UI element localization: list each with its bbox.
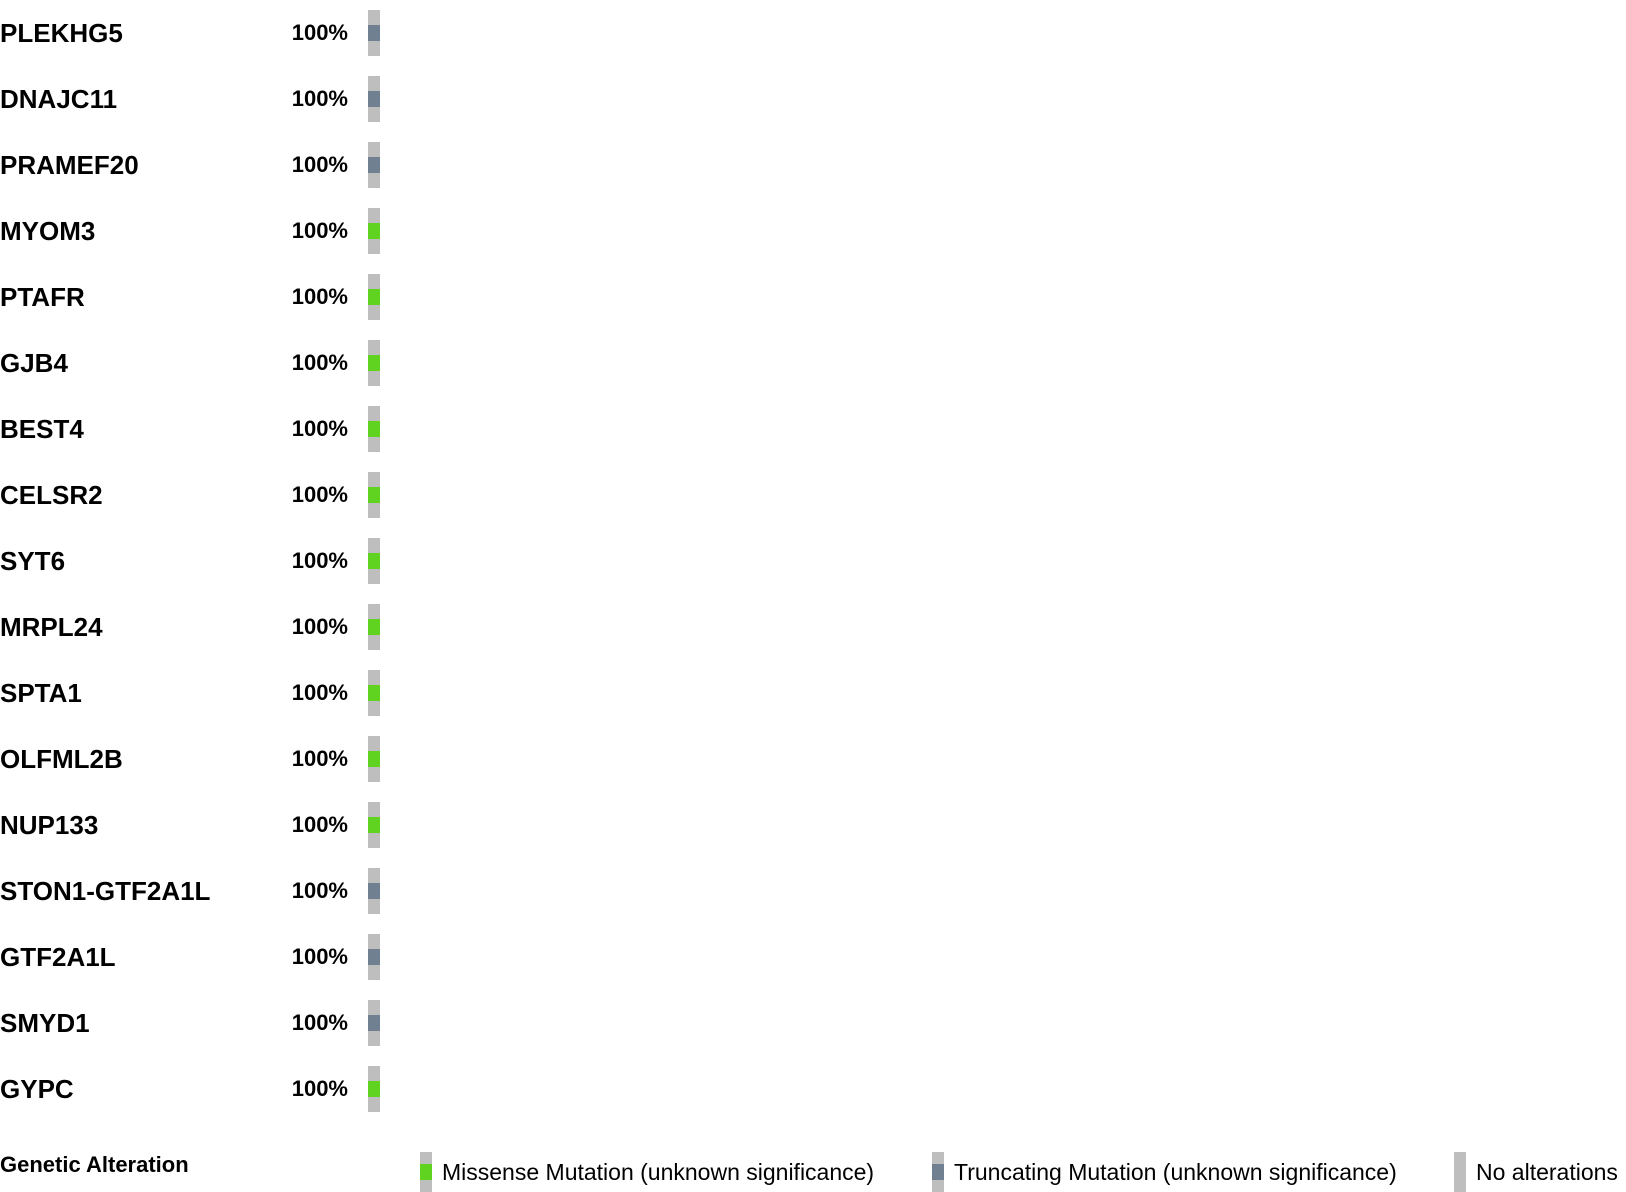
gene-label: BEST4 <box>0 414 84 444</box>
gene-label: MYOM3 <box>0 216 96 246</box>
legend-label: Truncating Mutation (unknown significanc… <box>954 1159 1397 1185</box>
sample-cell-mutation-missense[interactable] <box>368 817 380 833</box>
sample-cell-mutation-missense[interactable] <box>368 487 380 503</box>
gene-label: DNAJC11 <box>0 84 118 114</box>
sample-cell-mutation-missense[interactable] <box>368 223 380 239</box>
legend-label: Missense Mutation (unknown significance) <box>442 1159 875 1185</box>
sample-cell-mutation-truncating[interactable] <box>368 157 380 173</box>
gene-label: PTAFR <box>0 282 85 312</box>
gene-label: SYT6 <box>0 546 66 576</box>
sample-cell-mutation-missense[interactable] <box>368 289 380 305</box>
gene-label: OLFML2B <box>0 744 123 774</box>
gene-label: CELSR2 <box>0 480 103 510</box>
percent-altered-label: 100% <box>291 746 348 771</box>
legend-label: No alterations <box>1476 1159 1618 1185</box>
sample-cell-mutation-missense[interactable] <box>368 421 380 437</box>
sample-cell-mutation-missense[interactable] <box>368 1081 380 1097</box>
percent-altered-label: 100% <box>291 614 348 639</box>
sample-cell-mutation-missense[interactable] <box>368 619 380 635</box>
gene-label: GYPC <box>0 1074 74 1104</box>
percent-altered-label: 100% <box>291 350 348 375</box>
sample-cell-mutation-missense[interactable] <box>368 751 380 767</box>
percent-altered-label: 100% <box>291 482 348 507</box>
percent-altered-label: 100% <box>291 86 348 111</box>
percent-altered-label: 100% <box>291 944 348 969</box>
sample-cell-mutation-truncating[interactable] <box>368 883 380 899</box>
percent-altered-label: 100% <box>291 20 348 45</box>
percent-altered-label: 100% <box>291 878 348 903</box>
gene-label: PLEKHG5 <box>0 18 123 48</box>
gene-label: NUP133 <box>0 810 99 840</box>
sample-cell-mutation-truncating[interactable] <box>368 91 380 107</box>
gene-label: GJB4 <box>0 348 68 378</box>
gene-label: SMYD1 <box>0 1008 90 1038</box>
legend-swatch-truncating <box>932 1164 944 1180</box>
percent-altered-label: 100% <box>291 416 348 441</box>
legend-swatch-missense <box>420 1164 432 1180</box>
percent-altered-label: 100% <box>291 284 348 309</box>
sample-cell-mutation-truncating[interactable] <box>368 25 380 41</box>
gene-label: SPTA1 <box>0 678 82 708</box>
percent-altered-label: 100% <box>291 152 348 177</box>
percent-altered-label: 100% <box>291 218 348 243</box>
sample-cell-mutation-missense[interactable] <box>368 355 380 371</box>
percent-altered-label: 100% <box>291 548 348 573</box>
legend-swatch-background <box>1454 1152 1466 1192</box>
gene-label: MRPL24 <box>0 612 103 642</box>
percent-altered-label: 100% <box>291 680 348 705</box>
gene-label: STON1-GTF2A1L <box>0 876 211 906</box>
sample-cell-mutation-missense[interactable] <box>368 685 380 701</box>
sample-cell-mutation-missense[interactable] <box>368 553 380 569</box>
percent-altered-label: 100% <box>291 1076 348 1101</box>
percent-altered-label: 100% <box>291 1010 348 1035</box>
sample-cell-mutation-truncating[interactable] <box>368 1015 380 1031</box>
sample-cell-mutation-truncating[interactable] <box>368 949 380 965</box>
legend-title: Genetic Alteration <box>0 1152 189 1177</box>
gene-label: GTF2A1L <box>0 942 116 972</box>
gene-label: PRAMEF20 <box>0 150 139 180</box>
percent-altered-label: 100% <box>291 812 348 837</box>
